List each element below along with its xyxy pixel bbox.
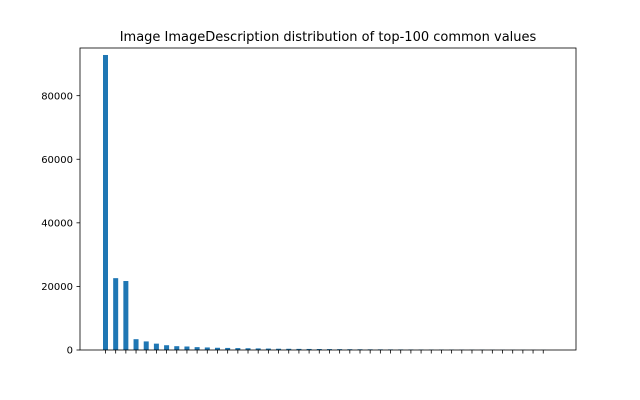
bar-4	[133, 339, 139, 350]
chart-title: Image ImageDescription distribution of t…	[120, 30, 537, 45]
bar-5	[143, 341, 149, 350]
bar-3	[123, 281, 129, 350]
bar-19	[286, 348, 292, 350]
bar-8	[174, 346, 180, 350]
bar-16	[255, 348, 261, 350]
bar-15	[245, 348, 251, 350]
y-tick-label-2: 40000	[41, 218, 73, 229]
bar-2	[113, 278, 119, 350]
bar-17	[265, 348, 271, 350]
y-axis-group: 0 20000 40000 60000 80000	[41, 91, 80, 357]
bars-group	[103, 54, 546, 351]
bar-1	[103, 54, 108, 351]
plot-frame	[79, 47, 577, 351]
bar-21	[306, 348, 312, 350]
bar-13	[225, 347, 231, 350]
bar-10	[194, 347, 200, 350]
bar-14	[235, 348, 241, 350]
bar-11	[204, 347, 210, 350]
y-tick-label-4: 80000	[41, 91, 73, 102]
y-tick-label-0: 0	[67, 346, 73, 357]
bar-12	[214, 347, 220, 350]
y-tick-label-1: 20000	[41, 282, 73, 293]
bar-20	[296, 348, 302, 350]
bar-22	[316, 349, 322, 350]
bar-18	[276, 348, 282, 350]
x-ticks-group	[105, 350, 544, 354]
bar-9	[184, 346, 190, 350]
bar-23	[326, 349, 332, 350]
y-tick-label-3: 60000	[41, 155, 73, 166]
bar-24	[337, 349, 343, 350]
bar-7	[164, 345, 170, 350]
bar-6	[153, 343, 159, 350]
